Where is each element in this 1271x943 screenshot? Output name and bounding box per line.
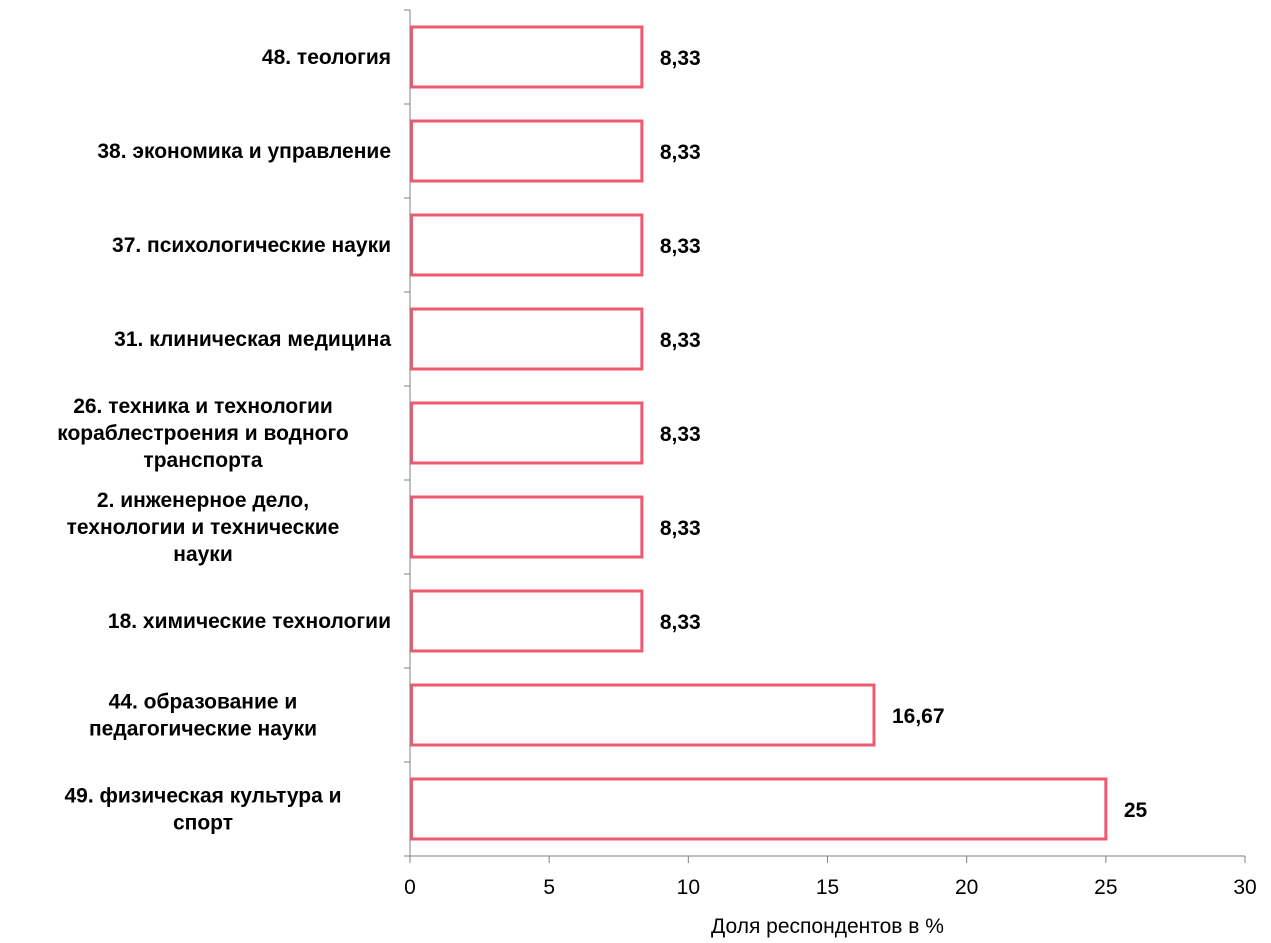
- bar: [410, 25, 644, 89]
- x-tick-label: 10: [677, 876, 700, 899]
- value-label: 8,33: [660, 423, 701, 446]
- x-axis-title: Доля респондентов в %: [711, 915, 944, 938]
- value-labels: 8,33 8,33 8,33 8,33 8,33 8,33 8,33 16,67 25: [660, 47, 1148, 822]
- value-label: 8,33: [660, 235, 701, 258]
- value-label: 16,67: [892, 705, 945, 728]
- value-label: 8,33: [660, 517, 701, 540]
- bar: [410, 777, 1108, 841]
- category-label: 18. химические технологии: [108, 610, 391, 633]
- axes: 0 5 10 15 20 25 30: [404, 9, 1257, 899]
- value-label: 8,33: [660, 329, 701, 352]
- x-tick-label: 25: [1094, 876, 1117, 899]
- category-label: 26. техника и технологии кораблестроения …: [57, 395, 349, 472]
- x-tick-label: 5: [543, 876, 555, 899]
- x-tick-label: 15: [816, 876, 839, 899]
- category-label: 48. теология: [262, 46, 391, 69]
- bars-group: [410, 25, 1108, 841]
- value-label: 8,33: [660, 141, 701, 164]
- bar: [410, 401, 644, 465]
- bar: [410, 213, 644, 277]
- bar: [410, 119, 644, 183]
- category-labels: 48. теология 38. экономика и управление 37…: [57, 46, 391, 835]
- category-label: 38. экономика и управление: [97, 140, 391, 163]
- x-tick-label: 30: [1233, 876, 1256, 899]
- category-label: 31. клиническая медицина: [114, 328, 391, 351]
- bar: [410, 495, 644, 559]
- x-tick-label: 20: [955, 876, 978, 899]
- x-tick-label: 0: [404, 876, 416, 899]
- bar: [410, 589, 644, 653]
- bar: [410, 307, 644, 371]
- category-label: 49. физическая культура и спорт: [65, 785, 342, 835]
- category-label: 37. психологические науки: [112, 234, 391, 257]
- value-label: 8,33: [660, 47, 701, 70]
- value-label: 8,33: [660, 611, 701, 634]
- value-label: 25: [1124, 799, 1148, 822]
- category-label: 2. инженерное дело, технологии и техничес…: [67, 489, 340, 566]
- category-label: 44. образование и педагогические науки: [89, 691, 317, 741]
- bar: [410, 683, 876, 747]
